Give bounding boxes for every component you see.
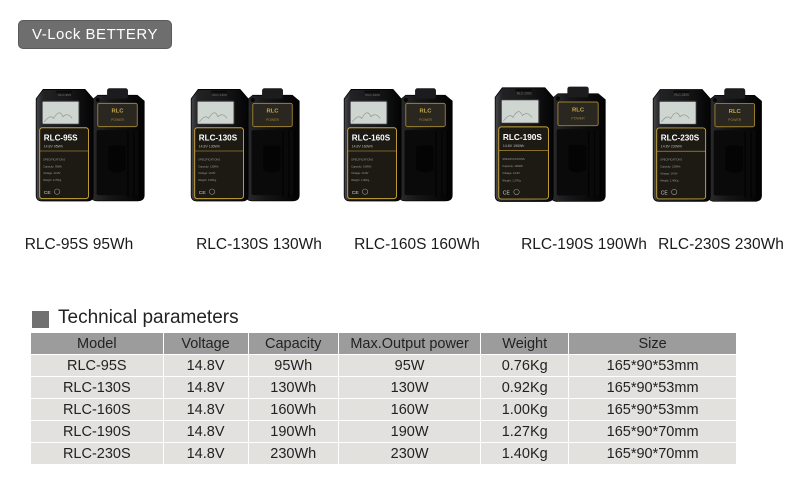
svg-text:CE: CE (503, 190, 511, 196)
svg-text:POWER: POWER (266, 117, 280, 121)
svg-text:14.8V 230Wh: 14.8V 230Wh (661, 144, 682, 148)
svg-text:Voltage: 14.8V: Voltage: 14.8V (502, 171, 520, 175)
svg-text:POWER: POWER (572, 117, 586, 121)
svg-text:Weight: 1.00Kg: Weight: 1.00Kg (351, 178, 370, 182)
svg-text:14.8V 130Wh: 14.8V 130Wh (199, 144, 220, 148)
svg-text:POWER: POWER (419, 117, 433, 121)
svg-text:Capacity: 160Wh: Capacity: 160Wh (351, 164, 372, 168)
svg-text:RLC-230S: RLC-230S (661, 133, 700, 142)
svg-text:Voltage: 14.8V: Voltage: 14.8V (351, 171, 369, 175)
svg-text:RLC: RLC (419, 108, 432, 114)
svg-text:RLC-160S: RLC-160S (351, 133, 390, 142)
svg-text:RLC-190S: RLC-190S (517, 91, 532, 95)
svg-text:14.8V 190Wh: 14.8V 190Wh (503, 144, 525, 148)
svg-text:SPECIFICATIONS: SPECIFICATIONS (44, 157, 66, 161)
svg-text:Weight: 1.40Kg: Weight: 1.40Kg (661, 178, 680, 182)
svg-text:Capacity: 190Wh: Capacity: 190Wh (502, 164, 523, 168)
svg-text:RLC-95S: RLC-95S (59, 92, 72, 96)
svg-text:CE: CE (351, 189, 359, 195)
svg-text:RLC: RLC (729, 108, 742, 114)
svg-text:CE: CE (199, 189, 207, 195)
svg-text:RLC-95S: RLC-95S (44, 133, 78, 142)
svg-text:SPECIFICATIONS: SPECIFICATIONS (502, 157, 525, 161)
svg-text:RLC-190S: RLC-190S (503, 133, 543, 142)
svg-text:Voltage: 14.8V: Voltage: 14.8V (661, 171, 679, 175)
svg-text:CE: CE (661, 190, 669, 196)
svg-text:14.8V 95Wh: 14.8V 95Wh (44, 144, 63, 148)
svg-text:SPECIFICATIONS: SPECIFICATIONS (661, 157, 683, 161)
svg-text:SPECIFICATIONS: SPECIFICATIONS (351, 157, 373, 161)
svg-text:POWER: POWER (729, 118, 743, 122)
svg-text:Capacity: 230Wh: Capacity: 230Wh (661, 164, 682, 168)
svg-text:Capacity: 130Wh: Capacity: 130Wh (198, 164, 219, 168)
svg-text:RLC-160S: RLC-160S (365, 92, 380, 96)
svg-text:14.8V 160Wh: 14.8V 160Wh (351, 144, 372, 148)
svg-text:RLC-130S: RLC-130S (212, 92, 227, 96)
svg-text:RLC-130S: RLC-130S (199, 133, 238, 142)
svg-text:Weight: 0.92Kg: Weight: 0.92Kg (198, 178, 217, 182)
svg-text:Capacity: 95Wh: Capacity: 95Wh (44, 164, 63, 168)
svg-text:RLC: RLC (112, 108, 125, 114)
svg-text:RLC: RLC (267, 108, 280, 114)
svg-text:Voltage: 14.8V: Voltage: 14.8V (198, 171, 216, 175)
svg-text:CE: CE (44, 189, 52, 195)
svg-text:RLC-230S: RLC-230S (675, 92, 690, 96)
svg-text:Weight: 1.27Kg: Weight: 1.27Kg (502, 178, 521, 182)
svg-text:RLC: RLC (572, 107, 585, 113)
svg-text:Weight: 0.76Kg: Weight: 0.76Kg (44, 178, 63, 182)
svg-text:Voltage: 14.8V: Voltage: 14.8V (44, 171, 62, 175)
svg-text:POWER: POWER (111, 117, 125, 121)
svg-text:SPECIFICATIONS: SPECIFICATIONS (198, 157, 220, 161)
